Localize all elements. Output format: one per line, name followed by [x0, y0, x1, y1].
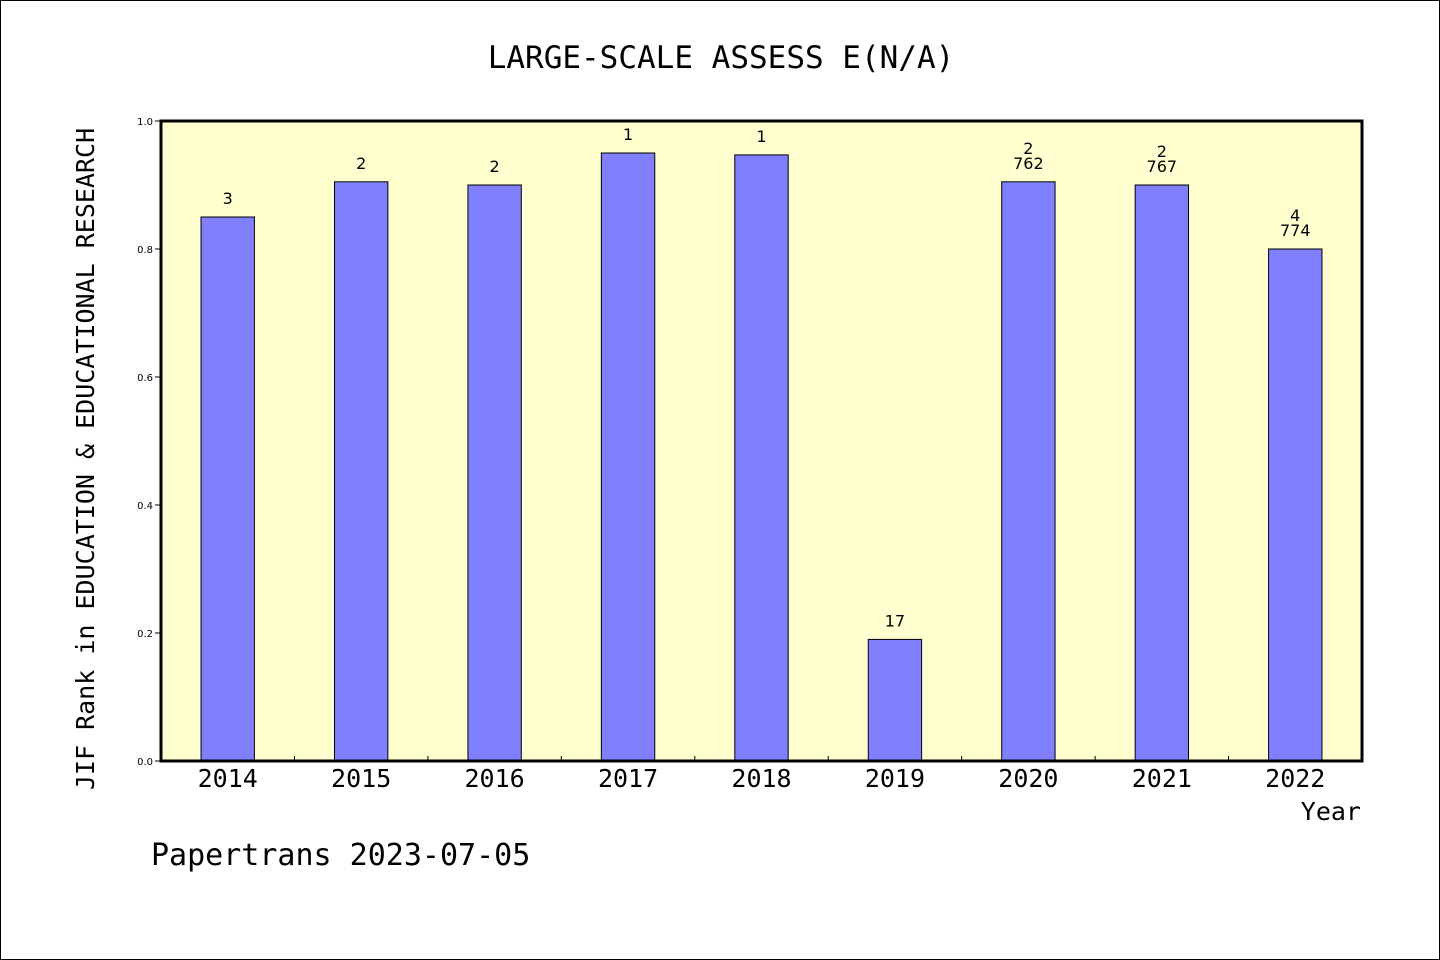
plot-frame [159, 119, 1364, 763]
x-axis-label: Year [1301, 797, 1361, 826]
bar-label-2015: 2 [356, 154, 366, 173]
x-tick-label-2019: 2019 [865, 764, 925, 793]
x-tick-label-2017: 2017 [598, 764, 658, 793]
bars-layer [200, 152, 1323, 762]
bar-label-2021-1: 2 [1157, 142, 1167, 161]
chart-title: LARGE-SCALE ASSESS E(N/A) [488, 40, 955, 76]
bar-2016 [467, 184, 522, 762]
bar-label-2022-2: 774 [1280, 221, 1311, 240]
bar-2018 [734, 154, 789, 762]
y-axis-label: JIF Rank in EDUCATION & EDUCATIONAL RESE… [71, 128, 100, 790]
bar-label-2021-2: 767 [1147, 157, 1178, 176]
y-axis: 0.0 0.2 0.4 0.6 0.8 1.0 [137, 117, 161, 768]
bar-2014 [200, 216, 255, 762]
bar-2017 [600, 152, 656, 762]
x-tick-label-2022: 2022 [1265, 764, 1325, 793]
y-tick-label-2: 0.4 [137, 501, 153, 512]
bar-2021 [1134, 184, 1190, 762]
bar-label-2016: 2 [490, 157, 500, 176]
bar-label-2014: 3 [223, 189, 233, 208]
footer-credit: Papertrans 2023-07-05 [151, 838, 530, 873]
bar-label-2020-1: 2 [1023, 139, 1033, 158]
x-tick-label-2018: 2018 [731, 764, 791, 793]
y-tick-label-5: 1.0 [137, 117, 153, 128]
bar-label-2017: 1 [623, 125, 633, 144]
bar-2020 [1001, 181, 1056, 762]
x-tick-label-2020: 2020 [998, 764, 1058, 793]
bar-2015 [333, 181, 389, 762]
x-tick-label-2016: 2016 [465, 764, 525, 793]
y-tick-label-4: 0.8 [137, 245, 153, 256]
x-tick-label-2021: 2021 [1132, 764, 1192, 793]
y-tick-label-1: 0.2 [137, 629, 153, 640]
bar-label-2022-1: 4 [1290, 206, 1300, 225]
y-tick-label-3: 0.6 [137, 373, 153, 384]
bar-label-2020-2: 762 [1013, 154, 1044, 173]
x-axis: 2014 2015 2016 2017 2018 2019 2020 2021 2022 [198, 756, 1325, 793]
x-tick-label-2014: 2014 [198, 764, 258, 793]
bar-2022 [1268, 248, 1323, 762]
y-tick-label-0: 0.0 [137, 757, 153, 768]
x-tick-label-2015: 2015 [331, 764, 391, 793]
bar-label-2018: 1 [756, 127, 766, 146]
bar-2019 [867, 638, 923, 762]
bar-label-2019: 17 [885, 611, 905, 630]
